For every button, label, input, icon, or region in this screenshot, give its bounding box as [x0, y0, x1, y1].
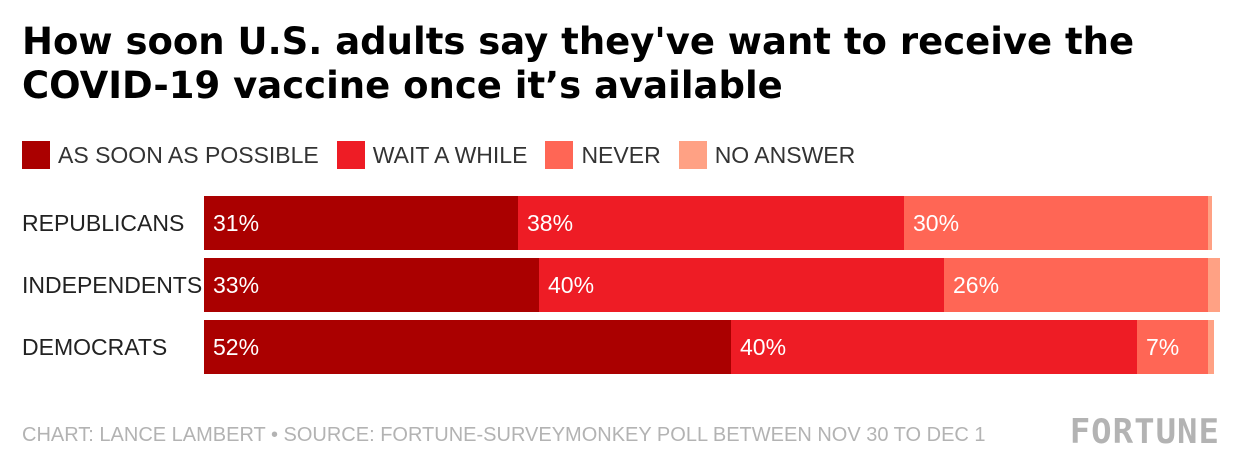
stacked-bar-chart: REPUBLICANS 31% 38% 30% INDEPENDENTS 33% 40% 26… — [0, 196, 1240, 380]
bar-row: 31% 38% 30% — [204, 196, 1218, 250]
data-label: 52% — [213, 334, 260, 360]
legend: AS SOON AS POSSIBLE WAIT A WHILE NEVER NO A… — [22, 140, 873, 170]
legend-item: WAIT A WHILE — [336, 141, 528, 169]
bar-segment — [539, 258, 944, 312]
data-label: 31% — [213, 210, 260, 236]
legend-label: AS SOON AS POSSIBLE — [58, 141, 319, 168]
data-label: 40% — [548, 272, 595, 298]
fortune-logo: FORTUNE — [1069, 412, 1220, 452]
data-label: 26% — [953, 272, 1000, 298]
bar-segment — [1137, 320, 1208, 374]
bar-segment — [204, 320, 731, 374]
data-label: 30% — [913, 210, 960, 236]
legend-item: AS SOON AS POSSIBLE — [22, 141, 319, 169]
bar-segment — [1208, 258, 1220, 312]
legend-swatch — [678, 141, 707, 169]
data-label: 7% — [1146, 334, 1180, 360]
category-label: DEMOCRATS — [22, 334, 168, 360]
category-label: INDEPENDENTS — [22, 272, 203, 298]
category-label: REPUBLICANS — [22, 210, 185, 236]
bar-segment — [731, 320, 1137, 374]
data-label: 33% — [213, 272, 260, 298]
bar-segment — [204, 196, 518, 250]
chart-title: How soon U.S. adults say they've want to… — [22, 20, 1135, 107]
bar-row: 52% 40% 7% — [204, 320, 1218, 374]
legend-item: NEVER — [545, 141, 661, 169]
legend-swatch — [545, 141, 574, 169]
legend-item: NO ANSWER — [678, 141, 856, 169]
bar-segment — [904, 196, 1208, 250]
data-label: 38% — [527, 210, 574, 236]
bar-row: 33% 40% 26% — [204, 258, 1220, 312]
legend-swatch — [22, 141, 50, 169]
data-label: 40% — [740, 334, 787, 360]
chart-source-note: CHART: LANCE LAMBERT • SOURCE: FORTUNE-S… — [22, 424, 986, 446]
legend-label: NEVER — [581, 141, 661, 168]
bar-segment — [1208, 320, 1214, 374]
bar-segment — [204, 258, 539, 312]
legend-label: NO ANSWER — [714, 141, 856, 168]
bar-segment — [518, 196, 904, 250]
bar-segment — [1208, 196, 1212, 250]
legend-swatch — [336, 141, 365, 169]
legend-label: WAIT A WHILE — [372, 141, 528, 168]
bar-segment — [944, 258, 1208, 312]
